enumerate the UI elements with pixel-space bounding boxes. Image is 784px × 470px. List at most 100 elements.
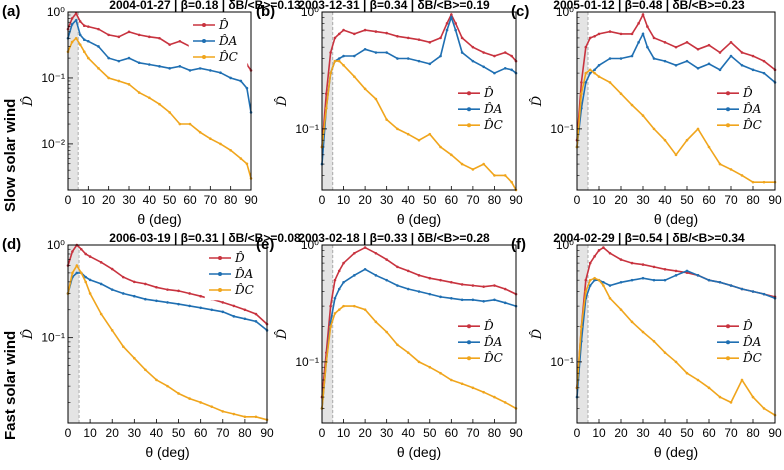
data-point-DA xyxy=(602,280,605,284)
shaded-region xyxy=(68,12,79,190)
x-tick-label: 70 xyxy=(466,426,480,440)
data-point-DC xyxy=(144,368,147,372)
x-tick-label: 30 xyxy=(636,426,650,440)
data-point-DC xyxy=(210,405,214,408)
panel-title: 2003-12-31 | β=0.34 | δB/<B>=0.19 xyxy=(298,0,490,12)
x-tick-label: 20 xyxy=(614,193,628,207)
data-point-DC xyxy=(127,83,131,86)
data-point-D xyxy=(729,41,733,44)
data-point-D xyxy=(333,36,337,40)
data-point-D xyxy=(363,28,367,32)
data-point-D xyxy=(188,292,191,295)
data-point-DA xyxy=(385,51,388,54)
data-point-D xyxy=(166,288,169,291)
plot-frame xyxy=(67,11,252,191)
data-point-DC xyxy=(593,276,596,280)
data-point-DA xyxy=(337,57,341,60)
series-line-DA xyxy=(67,272,268,331)
legend-marker xyxy=(467,356,471,361)
data-point-DA xyxy=(740,63,744,67)
data-point-DA xyxy=(88,278,92,282)
x-tick-label: 60 xyxy=(702,426,716,440)
x-tick-label: 50 xyxy=(163,193,177,207)
data-point-DA xyxy=(619,57,623,60)
data-point-DC xyxy=(641,330,645,334)
legend-label: D̂C xyxy=(218,49,238,64)
x-tick-label: 60 xyxy=(194,426,208,440)
data-point-DC xyxy=(630,103,634,107)
data-point-D xyxy=(374,251,378,255)
data-point-DC xyxy=(460,162,464,166)
data-point-D xyxy=(439,36,442,40)
series-line-DC xyxy=(321,305,517,410)
data-point-DC xyxy=(254,415,258,419)
data-point-D xyxy=(597,32,601,36)
data-point-D xyxy=(121,275,125,279)
data-point-DA xyxy=(510,68,513,72)
data-point-DC xyxy=(428,132,432,136)
x-tick-label: 70 xyxy=(724,426,738,440)
data-point-D xyxy=(493,284,496,287)
data-point-DC xyxy=(619,308,623,311)
data-point-D xyxy=(460,283,464,286)
data-point-DC xyxy=(78,43,82,46)
x-tick-label: 10 xyxy=(82,193,96,207)
legend-marker xyxy=(218,256,222,260)
panel-title: 2004-02-29 | β=0.54 | δB/<B>=0.34 xyxy=(553,231,745,245)
series-line-D xyxy=(67,243,268,325)
data-point-DC xyxy=(229,148,232,152)
y-axis-label: D̂ xyxy=(20,95,36,107)
x-tick-label: 70 xyxy=(724,193,738,207)
y-tick-label: 10⁻¹ xyxy=(295,122,319,136)
data-point-D xyxy=(178,39,182,43)
data-point-DC xyxy=(482,162,485,166)
data-point-D xyxy=(740,51,744,54)
data-point-DA xyxy=(619,280,623,284)
data-point-DA xyxy=(460,298,464,302)
shaded-region xyxy=(68,245,80,423)
data-point-DC xyxy=(751,180,755,184)
data-point-DA xyxy=(696,274,700,277)
x-tick-label: 20 xyxy=(358,193,372,207)
data-point-D xyxy=(493,54,496,58)
data-point-DC xyxy=(471,168,475,171)
data-point-DC xyxy=(137,91,141,94)
data-point-DC xyxy=(707,145,711,149)
data-point-DA xyxy=(232,315,236,318)
data-point-DA xyxy=(396,57,399,60)
data-point-DA xyxy=(646,45,649,49)
data-point-DC xyxy=(221,410,225,413)
data-point-DC xyxy=(450,378,453,382)
data-point-D xyxy=(482,51,485,54)
x-tick-label: 20 xyxy=(358,426,372,440)
data-point-D xyxy=(97,27,100,31)
data-point-D xyxy=(337,269,341,273)
data-point-DA xyxy=(229,76,232,80)
x-tick-label: 80 xyxy=(488,426,502,440)
data-point-DA xyxy=(652,278,656,282)
data-point-DA xyxy=(110,288,114,291)
y-axis-label: D̂ xyxy=(274,95,290,107)
data-point-DC xyxy=(363,87,367,91)
x-tick-label: 50 xyxy=(423,426,437,440)
panel-title: 2006-03-19 | β=0.31 | δB/<B>=0.08 xyxy=(109,231,301,245)
legend-label: D̂C xyxy=(742,117,762,132)
panel-title: 2003-02-18 | β=0.33 | δB/<B>=0.28 xyxy=(298,231,490,245)
x-tick-label: 70 xyxy=(204,193,218,207)
panel-a: 0 10 20 30 40 50 60 70 80 90 10⁻² 10⁻¹ 10⁰ (a) 2004-01… xyxy=(2,0,301,227)
x-tick-label: 0 xyxy=(319,426,326,440)
data-point-DA xyxy=(450,296,453,300)
data-point-DC xyxy=(374,320,378,324)
data-point-DA xyxy=(630,278,634,282)
data-point-DC xyxy=(333,59,337,63)
data-point-D xyxy=(254,312,258,316)
data-point-DC xyxy=(337,308,341,311)
data-point-DA xyxy=(674,274,678,277)
data-point-DA xyxy=(588,284,592,287)
x-axis-label: θ (deg) xyxy=(654,444,698,460)
data-point-D xyxy=(417,38,421,41)
y-tick-label: 10⁻¹ xyxy=(41,71,65,85)
data-point-D xyxy=(74,12,78,15)
data-point-DC xyxy=(232,412,236,416)
x-tick-label: 80 xyxy=(238,426,252,440)
